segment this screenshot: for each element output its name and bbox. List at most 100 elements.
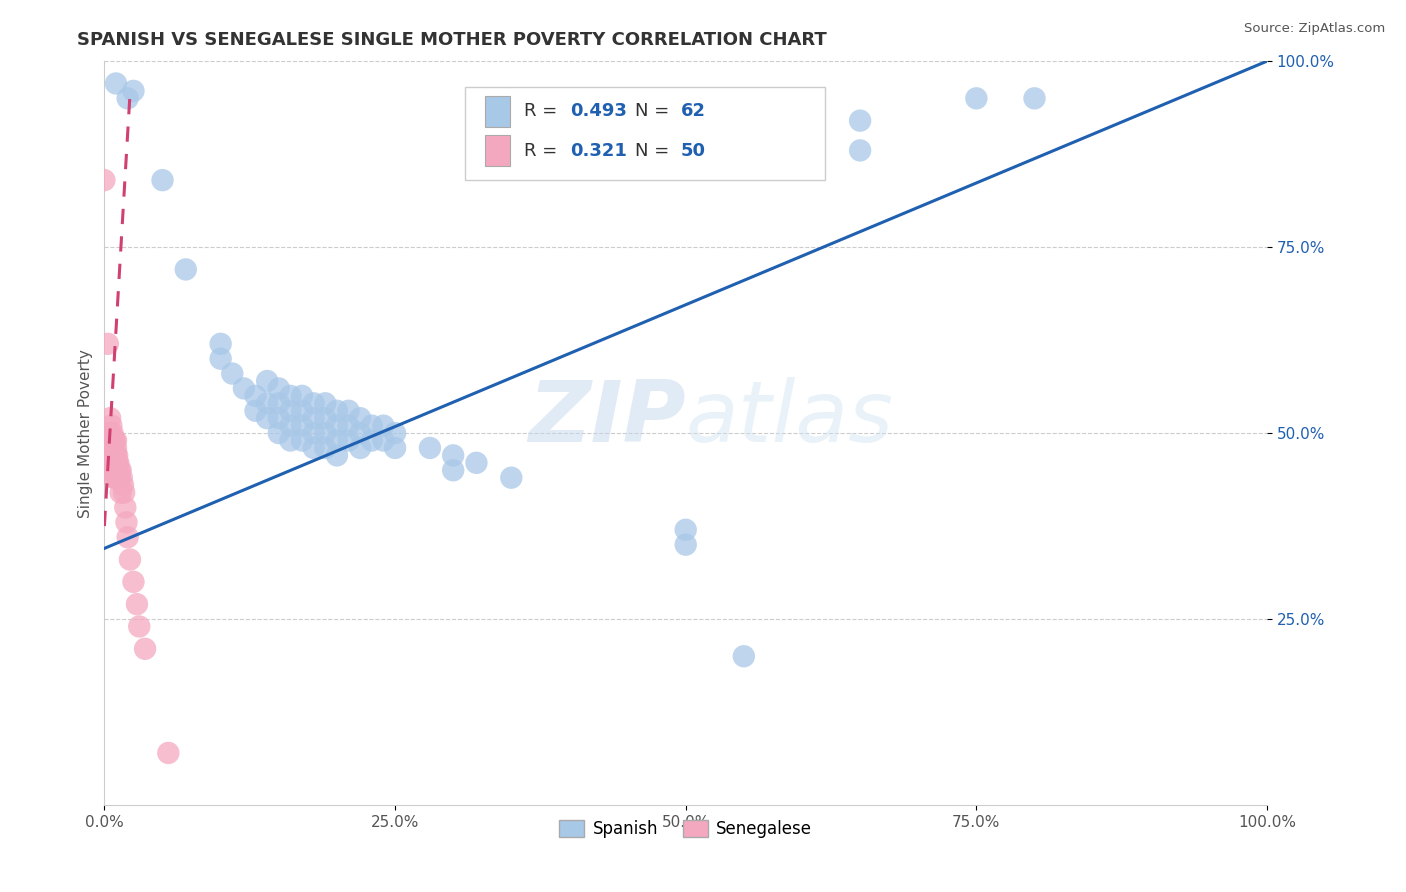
Point xyxy=(267,396,290,410)
Text: 50: 50 xyxy=(681,142,706,160)
Point xyxy=(105,471,128,485)
Point xyxy=(360,434,382,448)
Text: 0.493: 0.493 xyxy=(571,103,627,120)
Point xyxy=(105,441,128,455)
Point xyxy=(314,441,336,455)
Point xyxy=(280,434,302,448)
Point xyxy=(314,396,336,410)
Point xyxy=(98,441,121,455)
Legend: Spanish, Senegalese: Spanish, Senegalese xyxy=(553,814,818,845)
Point xyxy=(441,463,464,477)
Point xyxy=(105,434,128,448)
Point xyxy=(245,389,267,403)
Text: ZIP: ZIP xyxy=(529,376,686,459)
Point xyxy=(98,426,121,441)
Point xyxy=(105,449,128,463)
Point xyxy=(291,403,314,417)
Point xyxy=(209,351,232,366)
Point xyxy=(100,449,122,463)
Text: Source: ZipAtlas.com: Source: ZipAtlas.com xyxy=(1244,22,1385,36)
Point xyxy=(465,456,488,470)
Point xyxy=(100,441,122,455)
Text: 0.321: 0.321 xyxy=(571,142,627,160)
Point xyxy=(104,449,127,463)
Point xyxy=(100,418,122,433)
Point xyxy=(314,411,336,425)
Text: 62: 62 xyxy=(681,103,706,120)
Point xyxy=(101,456,124,470)
Point xyxy=(280,389,302,403)
Point xyxy=(267,381,290,395)
Point xyxy=(326,403,349,417)
Point xyxy=(1024,91,1046,105)
Point xyxy=(118,552,141,566)
Point xyxy=(103,456,125,470)
Point xyxy=(302,426,325,441)
Point xyxy=(101,426,124,441)
Point xyxy=(103,434,125,448)
Point xyxy=(256,411,278,425)
Point xyxy=(349,441,371,455)
Point xyxy=(267,411,290,425)
Point xyxy=(105,456,128,470)
Point xyxy=(291,434,314,448)
FancyBboxPatch shape xyxy=(485,95,510,127)
Point xyxy=(326,418,349,433)
Point xyxy=(134,641,156,656)
Point xyxy=(107,456,129,470)
Point xyxy=(384,441,406,455)
Point xyxy=(501,471,523,485)
Point xyxy=(105,449,128,463)
Point xyxy=(733,649,755,664)
Point xyxy=(965,91,987,105)
Point xyxy=(107,471,129,485)
Point xyxy=(122,84,145,98)
Point xyxy=(326,434,349,448)
Point xyxy=(337,434,360,448)
Point xyxy=(98,411,121,425)
Text: N =: N = xyxy=(634,142,675,160)
Point xyxy=(337,418,360,433)
Point xyxy=(373,418,395,433)
Point xyxy=(291,389,314,403)
Point xyxy=(103,449,125,463)
Point xyxy=(103,471,125,485)
Point xyxy=(232,381,254,395)
Point xyxy=(128,619,150,633)
Point xyxy=(280,418,302,433)
Point xyxy=(100,434,122,448)
Point xyxy=(326,449,349,463)
Point xyxy=(256,374,278,388)
Point xyxy=(108,463,131,477)
Point xyxy=(115,516,138,530)
Point xyxy=(314,426,336,441)
Point xyxy=(111,471,134,485)
Point xyxy=(256,396,278,410)
Point xyxy=(101,449,124,463)
Point xyxy=(122,574,145,589)
Point xyxy=(103,441,125,455)
Point xyxy=(302,396,325,410)
Point xyxy=(111,478,134,492)
Point xyxy=(114,500,136,515)
Point xyxy=(108,471,131,485)
Point xyxy=(849,144,872,158)
Point xyxy=(112,485,135,500)
Point xyxy=(675,523,697,537)
Point xyxy=(302,411,325,425)
Text: R =: R = xyxy=(524,142,562,160)
Point xyxy=(110,485,132,500)
Point xyxy=(209,336,232,351)
Point xyxy=(101,463,124,477)
Point xyxy=(97,336,120,351)
Point xyxy=(337,403,360,417)
Point xyxy=(105,456,128,470)
Point xyxy=(349,426,371,441)
Point xyxy=(245,403,267,417)
Point xyxy=(104,434,127,448)
Y-axis label: Single Mother Poverty: Single Mother Poverty xyxy=(79,349,93,517)
Point xyxy=(174,262,197,277)
Text: R =: R = xyxy=(524,103,562,120)
Point xyxy=(125,597,148,611)
Point xyxy=(267,426,290,441)
